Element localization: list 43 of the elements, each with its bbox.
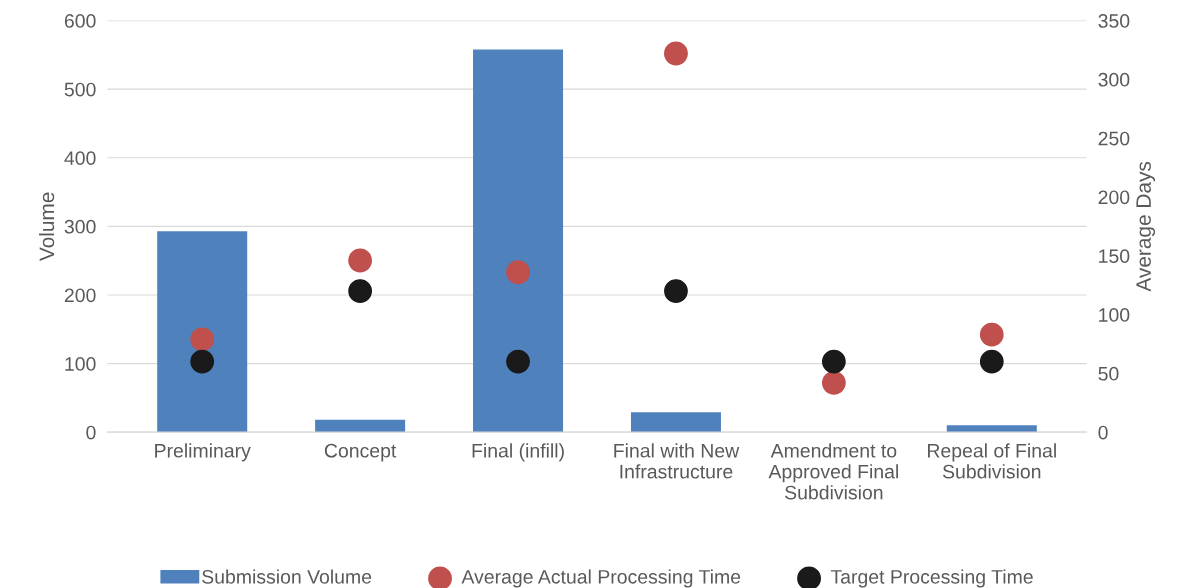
y2-tick-label: 200 bbox=[1098, 190, 1130, 205]
y2-tick-label: 150 bbox=[1099, 249, 1130, 264]
point bbox=[664, 41, 688, 66]
point bbox=[190, 327, 215, 352]
bar bbox=[473, 49, 564, 433]
y-tick-label: 400 bbox=[64, 151, 96, 166]
point bbox=[506, 260, 530, 285]
point bbox=[979, 322, 1004, 347]
y-tick-label: 200 bbox=[64, 288, 96, 303]
y-tick-label: 500 bbox=[64, 82, 96, 97]
y2-tick-label: 0 bbox=[1098, 425, 1108, 440]
x-tick-label: Amendment to Approved Final Subdivision bbox=[768, 443, 898, 500]
bar bbox=[315, 419, 406, 433]
point bbox=[821, 349, 846, 374]
y2-axis-title: Average Days bbox=[1136, 161, 1156, 292]
point bbox=[664, 279, 688, 303]
y-tick-label: 100 bbox=[65, 357, 96, 371]
y2-tick-label: 350 bbox=[1098, 14, 1130, 28]
x-tick-label: Final with New Infrastructure bbox=[614, 443, 740, 479]
point bbox=[506, 349, 530, 374]
point bbox=[348, 248, 373, 273]
legend-label: Submission Volume bbox=[202, 569, 372, 584]
bar bbox=[630, 412, 721, 433]
x-tick-label: Preliminary bbox=[155, 443, 251, 462]
y2-tick-label: 50 bbox=[1098, 366, 1119, 381]
y2-tick-label: 250 bbox=[1098, 131, 1130, 146]
y2-tick-label: 300 bbox=[1098, 72, 1130, 87]
x-tick-label: Final (infill) bbox=[472, 443, 564, 462]
bar bbox=[946, 425, 1037, 433]
legend-label: Average Actual Processing Time bbox=[461, 569, 741, 588]
legend-label: Target Processing Time bbox=[830, 569, 1033, 588]
y-tick-label: 0 bbox=[86, 425, 96, 440]
y-axis-title: Volume bbox=[38, 192, 55, 262]
y2-tick-label: 100 bbox=[1099, 308, 1130, 322]
point bbox=[190, 349, 215, 374]
bar bbox=[157, 231, 248, 433]
y-tick-label: 600 bbox=[64, 14, 96, 28]
x-tick-label: Repeal of Final Subdivision bbox=[928, 443, 1056, 479]
y-tick-label: 300 bbox=[64, 219, 96, 234]
x-tick-label: Concept bbox=[324, 443, 397, 462]
point bbox=[979, 349, 1004, 374]
point bbox=[821, 370, 846, 395]
point bbox=[348, 279, 373, 303]
